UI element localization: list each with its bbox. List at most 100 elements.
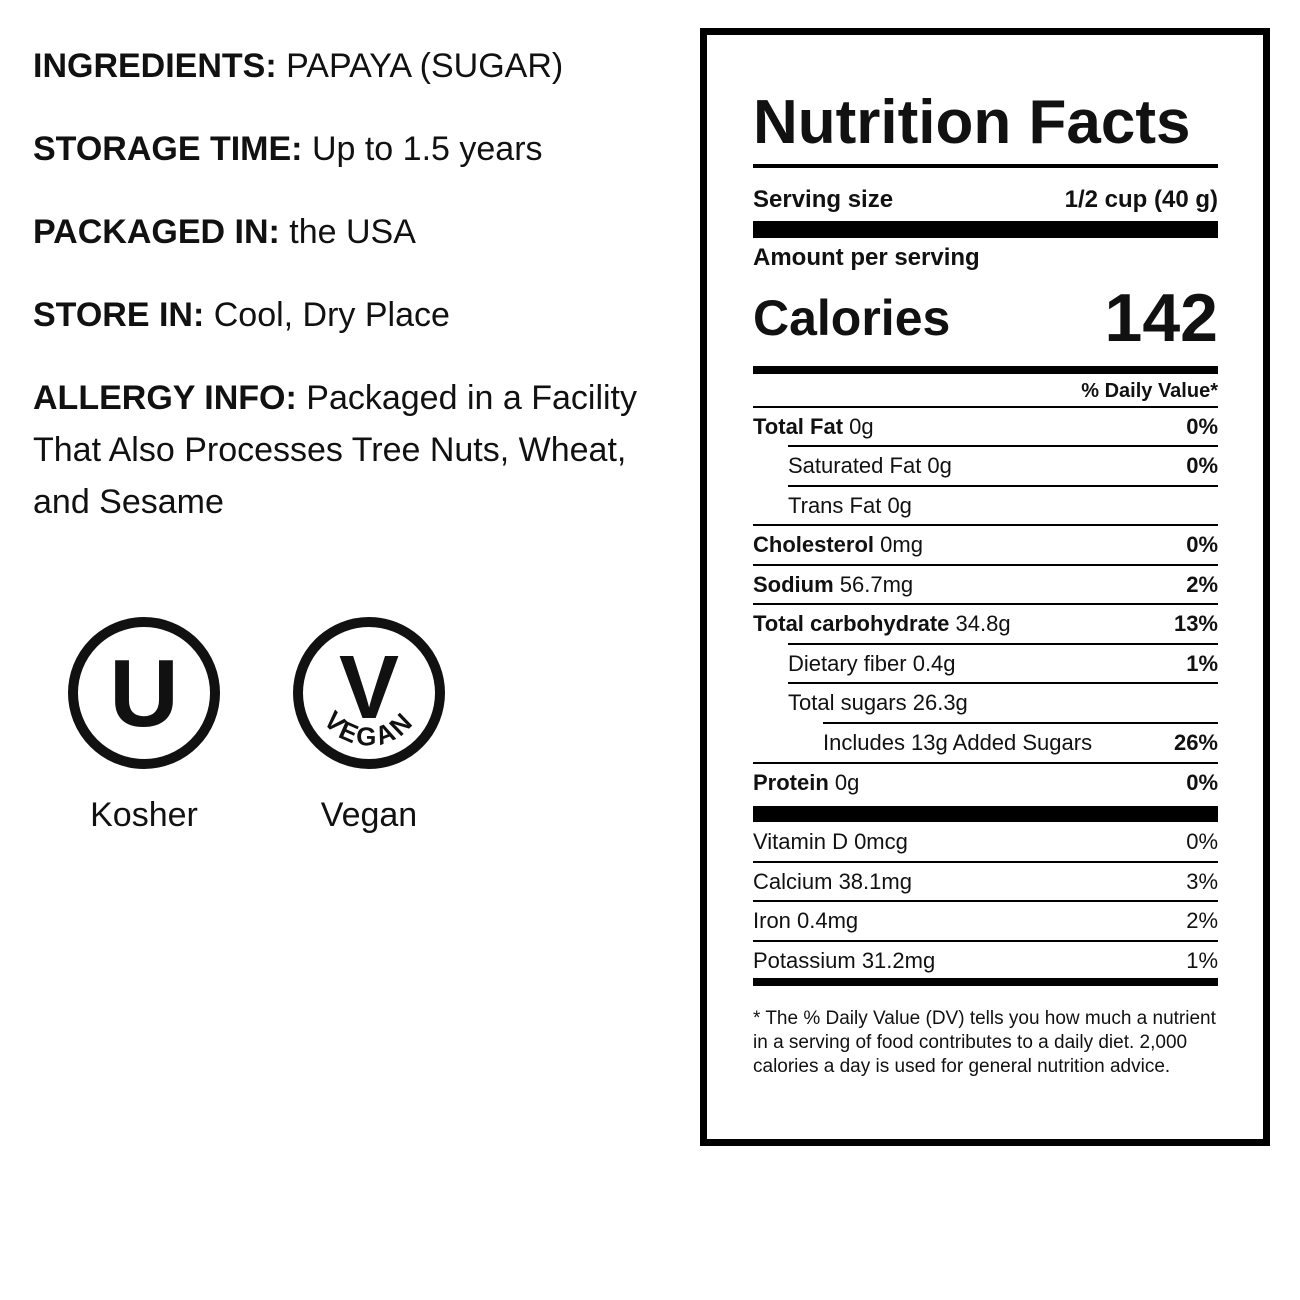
serving-size-row: Serving size 1/2 cup (40 g) [753, 183, 1218, 217]
nutrient-label: Dietary fiber [788, 651, 907, 676]
nutrient-daily-value: 1% [1186, 651, 1218, 676]
nutrient-name: Dietary fiber 0.4g [788, 651, 956, 677]
ingredients-line: INGREDIENTS: PAPAYA (SUGAR) [33, 40, 683, 92]
nutrient-name: Total sugars 26.3g [788, 690, 968, 716]
vitamin-name: Calcium 38.1mg [753, 869, 912, 894]
nutrient-row: Dietary fiber 0.4g 1% [788, 645, 1218, 683]
storage-time-line: STORAGE TIME: Up to 1.5 years [33, 123, 683, 175]
nutrient-amount: 0g [843, 414, 874, 439]
nutrient-daily-value: 0% [1186, 532, 1218, 557]
vitamin-daily-value: 3% [1186, 869, 1218, 894]
vitamin-divider [753, 861, 1218, 863]
store-in-value: Cool, Dry Place [213, 296, 450, 334]
store-in-label: STORE IN: [33, 296, 205, 334]
store-in-line: STORE IN: Cool, Dry Place [33, 289, 683, 341]
nutrient-divider [753, 524, 1218, 526]
nutrient-amount: 0g [881, 493, 912, 518]
nutrient-amount: 34.8g [949, 611, 1011, 636]
nutrient-daily-value: 13% [1173, 611, 1218, 636]
calories-row: Calories 142 [753, 280, 1218, 356]
storage-time-label: STORAGE TIME: [33, 130, 303, 168]
amount-per-serving-label: Amount per serving [753, 244, 980, 271]
nutrient-amount: 0g [921, 453, 952, 478]
nutrient-divider [753, 603, 1218, 605]
nutrient-divider [753, 564, 1218, 566]
nutrition-facts-title: Nutrition Facts [753, 88, 1191, 157]
vitamin-daily-value: 2% [1186, 908, 1218, 933]
allergy-info-label: ALLERGY INFO: [33, 379, 297, 417]
nutrient-divider [788, 643, 1218, 645]
nutrient-row: Total carbohydrate 34.8g 13% [753, 605, 1218, 643]
nutrient-divider [823, 722, 1218, 724]
vitamins-divider [753, 806, 1218, 822]
nutrient-label: Total Fat [753, 414, 844, 439]
nutrition-facts-panel: Nutrition Facts Serving size 1/2 cup (40… [700, 28, 1270, 1146]
nutrient-name: Sodium 56.7mg [753, 572, 913, 598]
nutrient-amount: 26.3g [906, 690, 968, 715]
footnote-divider [753, 978, 1218, 986]
kosher-u-icon: U [68, 617, 220, 769]
vitamin-divider [753, 900, 1218, 902]
ingredients-value: PAPAYA (SUGAR) [286, 47, 564, 85]
serving-size-value: 1/2 cup (40 g) [1064, 186, 1218, 213]
calories-divider [753, 366, 1218, 374]
packaged-in-line: PACKAGED IN: the USA [33, 206, 683, 258]
nutrient-label: Total carbohydrate [753, 611, 950, 636]
nutrient-divider [788, 485, 1218, 487]
vegan-v-icon: V VEGAN [293, 617, 445, 769]
nutrient-name: Total Fat 0g [753, 414, 874, 440]
title-divider [753, 164, 1218, 168]
nutrient-amount: 56.7mg [833, 572, 914, 597]
nutrient-name: Saturated Fat 0g [788, 453, 952, 479]
nutrient-daily-value: 0% [1186, 770, 1218, 795]
nutrient-name: Cholesterol 0mg [753, 532, 923, 558]
vitamin-name: Vitamin D 0mcg [753, 829, 908, 854]
nutrient-divider [753, 406, 1218, 408]
vegan-symbol: V [339, 638, 399, 738]
nutrient-label: Includes 13g Added Sugars [823, 730, 1093, 755]
nutrient-label: Saturated Fat [788, 453, 922, 478]
vitamin-row: Calcium 38.1mg 3% [753, 863, 1218, 901]
nutrient-label: Trans Fat [788, 493, 882, 518]
vegan-label: Vegan [320, 796, 418, 834]
nutrient-row: Includes 13g Added Sugars 26% [823, 724, 1218, 762]
nutrient-label: Protein [753, 770, 829, 795]
nutrient-amount: 0g [828, 770, 860, 795]
calories-value: 142 [1104, 280, 1218, 356]
nutrient-row: Saturated Fat 0g 0% [788, 447, 1218, 485]
nutrient-divider [788, 682, 1218, 684]
nutrient-daily-value: 0% [1186, 453, 1218, 478]
daily-value-header-text: % Daily Value* [1081, 379, 1218, 402]
nutrient-row: Sodium 56.7mg 2% [753, 566, 1218, 604]
nutrient-row: Total Fat 0g 0% [753, 408, 1218, 446]
vitamin-daily-value: 0% [1186, 829, 1218, 854]
vitamin-divider [753, 940, 1218, 942]
nutrient-name: Protein 0g [753, 770, 859, 796]
nutrient-label: Total sugars [788, 690, 907, 715]
nutrient-row: Protein 0g 0% [753, 764, 1218, 802]
storage-time-value: Up to 1.5 years [311, 130, 543, 168]
nutrient-row: Trans Fat 0g [788, 487, 1218, 525]
serving-size-label: Serving size [753, 186, 894, 213]
allergy-info-value: Packaged in a Facility That Also Process… [33, 379, 638, 521]
vitamin-row: Vitamin D 0mcg 0% [753, 823, 1218, 861]
daily-value-header: % Daily Value* [753, 376, 1218, 406]
vitamin-name: Potassium 31.2mg [753, 948, 936, 973]
kosher-symbol: U [109, 640, 178, 747]
ingredients-label: INGREDIENTS: [33, 47, 277, 85]
nutrient-row: Total sugars 26.3g [788, 684, 1218, 722]
nutrient-row: Cholesterol 0mg 0% [753, 526, 1218, 564]
packaged-in-value: the USA [289, 213, 416, 251]
nutrient-name: Includes 13g Added Sugars [823, 730, 1092, 756]
nutrient-label: Sodium [753, 572, 834, 597]
kosher-badge: U Kosher [65, 614, 223, 835]
packaged-in-label: PACKAGED IN: [33, 213, 280, 251]
vitamin-name: Iron 0.4mg [753, 908, 859, 933]
vegan-badge: V VEGAN Vegan [290, 614, 448, 835]
nutrient-daily-value: 0% [1186, 414, 1218, 439]
calories-label: Calories [753, 290, 951, 346]
nutrient-name: Total carbohydrate 34.8g [753, 611, 1011, 637]
nutrient-daily-value: 2% [1186, 572, 1218, 597]
kosher-label: Kosher [90, 796, 198, 834]
allergy-info-line: ALLERGY INFO: Packaged in a Facility Tha… [33, 372, 683, 528]
